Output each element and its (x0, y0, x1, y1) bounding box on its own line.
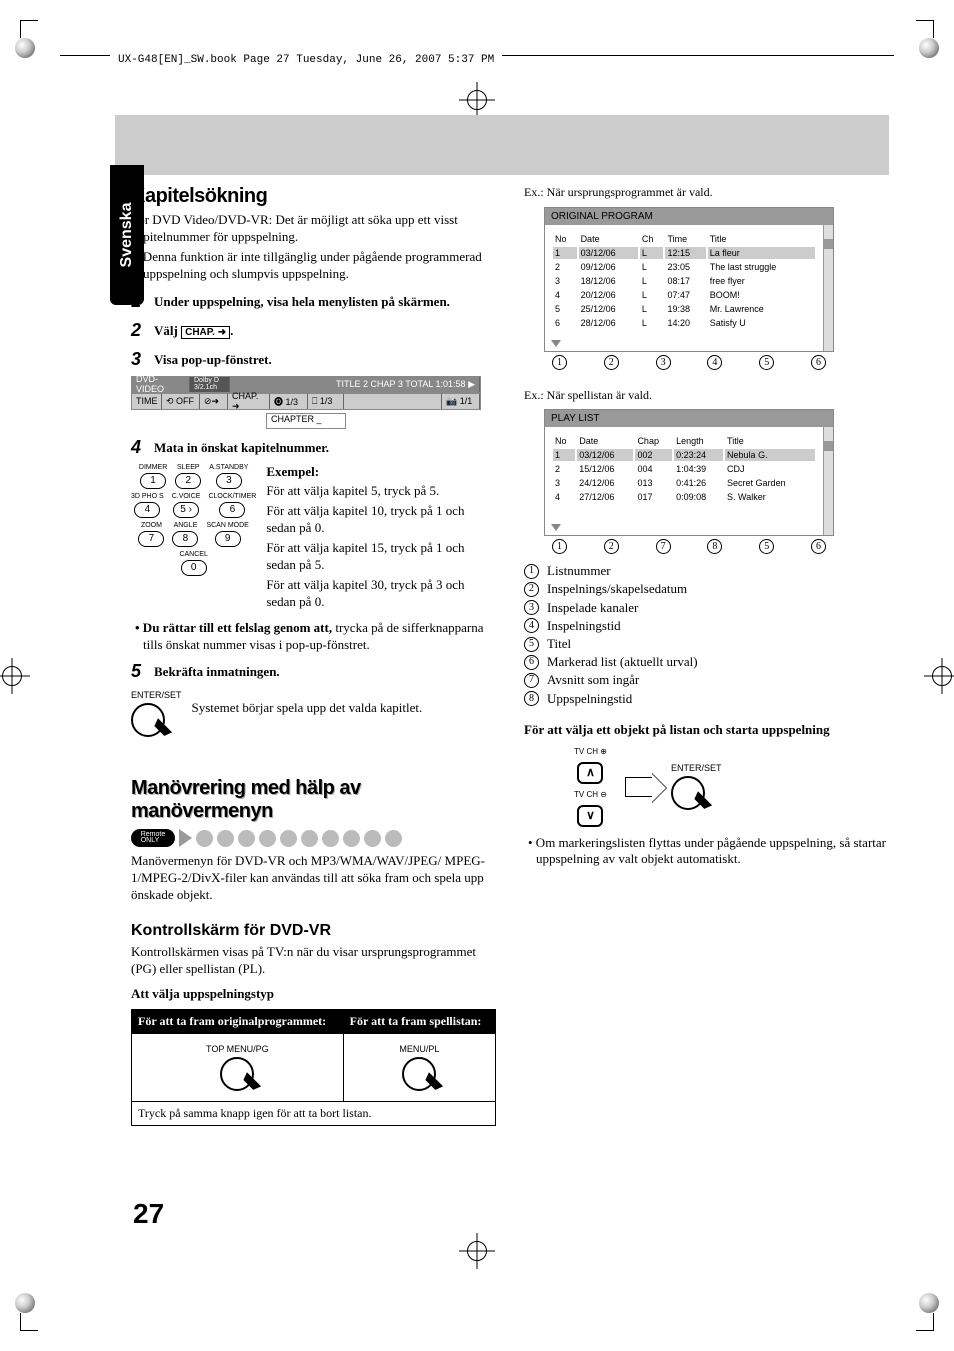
menu-pl-button[interactable] (402, 1057, 436, 1091)
search-intro: För DVD Video/DVD-VR: Det är möjligt att… (131, 212, 496, 246)
heading-kontroll: Kontrollskärm för DVD-VR (131, 922, 496, 940)
right-column: Ex.: När ursprungsprogrammet är vald. OR… (524, 185, 889, 1126)
step-2: Välj CHAP. ➜. (154, 320, 496, 339)
keypad-8[interactable]: 8 (172, 531, 198, 547)
example-heading: Exempel: (266, 464, 466, 481)
keypad: DIMMER1SLEEP2A.STANDBY33D PHO S4C.VOICE5… (131, 464, 256, 580)
header-filename: UX-G48[EN]_SW.book Page 27 Tuesday, June… (110, 54, 502, 66)
step-3: Visa pop-up-fönstret. (154, 349, 496, 368)
chap-box: CHAP. ➜ (181, 326, 230, 339)
legend-list: 1Listnummer2Inspelnings/skapelsedatum3In… (524, 562, 889, 708)
keypad-9[interactable]: 9 (215, 531, 241, 547)
heading-maneuver: Manövrering med hälp av manövermenyn (131, 777, 496, 823)
ex1-caption: Ex.: När ursprungsprogrammet är vald. (524, 185, 889, 201)
language-tab: Svenska (110, 165, 144, 305)
left-column: Kapitelsökning För DVD Video/DVD-VR: Det… (131, 185, 496, 1126)
chapter-input: CHAPTER _ (266, 413, 346, 429)
playlist-box: PLAY LIST NoDateChapLengthTitle103/12/06… (544, 409, 834, 536)
search-note: • Denna funktion är inte tillgänglig und… (131, 249, 496, 283)
dot-row: Remote ONLY (131, 829, 496, 847)
keypad-5[interactable]: 5 › (173, 502, 199, 518)
step-5: Bekräfta inmatningen. (154, 661, 496, 680)
page-number: 27 (133, 1198, 164, 1230)
tv-ch-down[interactable]: ∨ (577, 805, 603, 827)
keypad-3[interactable]: 3 (216, 473, 242, 489)
select-heading: För att välja ett objekt på listan och s… (524, 722, 889, 739)
dvd-osd-bar: DVD-VIDEO Dolby D 3/2.1ch TITLE 2 CHAP 3… (131, 376, 481, 429)
keypad-2[interactable]: 2 (175, 473, 201, 489)
tv-ch-up[interactable]: ∧ (577, 762, 603, 784)
enter-set-button-2[interactable] (671, 776, 705, 810)
top-menu-button[interactable] (220, 1057, 254, 1091)
auto-play-note: • Om markeringslisten flyttas under pågå… (524, 835, 889, 869)
top-bar (115, 115, 889, 175)
keypad-1[interactable]: 1 (140, 473, 166, 489)
original-program-box: ORIGINAL PROGRAM NoDateChTimeTitle103/12… (544, 207, 834, 352)
choose-table: För att ta fram originalprogrammet:För a… (131, 1009, 496, 1126)
enter-set-button[interactable] (131, 703, 165, 737)
keypad-0[interactable]: 0 (181, 560, 207, 576)
choose-type: Att välja uppspelningstyp (131, 986, 496, 1003)
remote-only-badge: Remote ONLY (131, 829, 175, 847)
fix-note: • Du rättar till ett felslag genom att, … (131, 620, 496, 654)
keypad-6[interactable]: 6 (219, 502, 245, 518)
step-1: Under uppspelning, visa hela menylisten … (154, 291, 496, 310)
keypad-7[interactable]: 7 (138, 531, 164, 547)
nav-diagram: TV CH ⊕ ∧ TV CH ⊖ ∨ ENTER/SET (574, 747, 889, 827)
step-4: Mata in önskat kapitelnummer. (154, 437, 496, 456)
keypad-4[interactable]: 4 (134, 502, 160, 518)
ex2-caption: Ex.: När spellistan är vald. (524, 388, 889, 404)
heading-search: Kapitelsökning (131, 185, 496, 208)
